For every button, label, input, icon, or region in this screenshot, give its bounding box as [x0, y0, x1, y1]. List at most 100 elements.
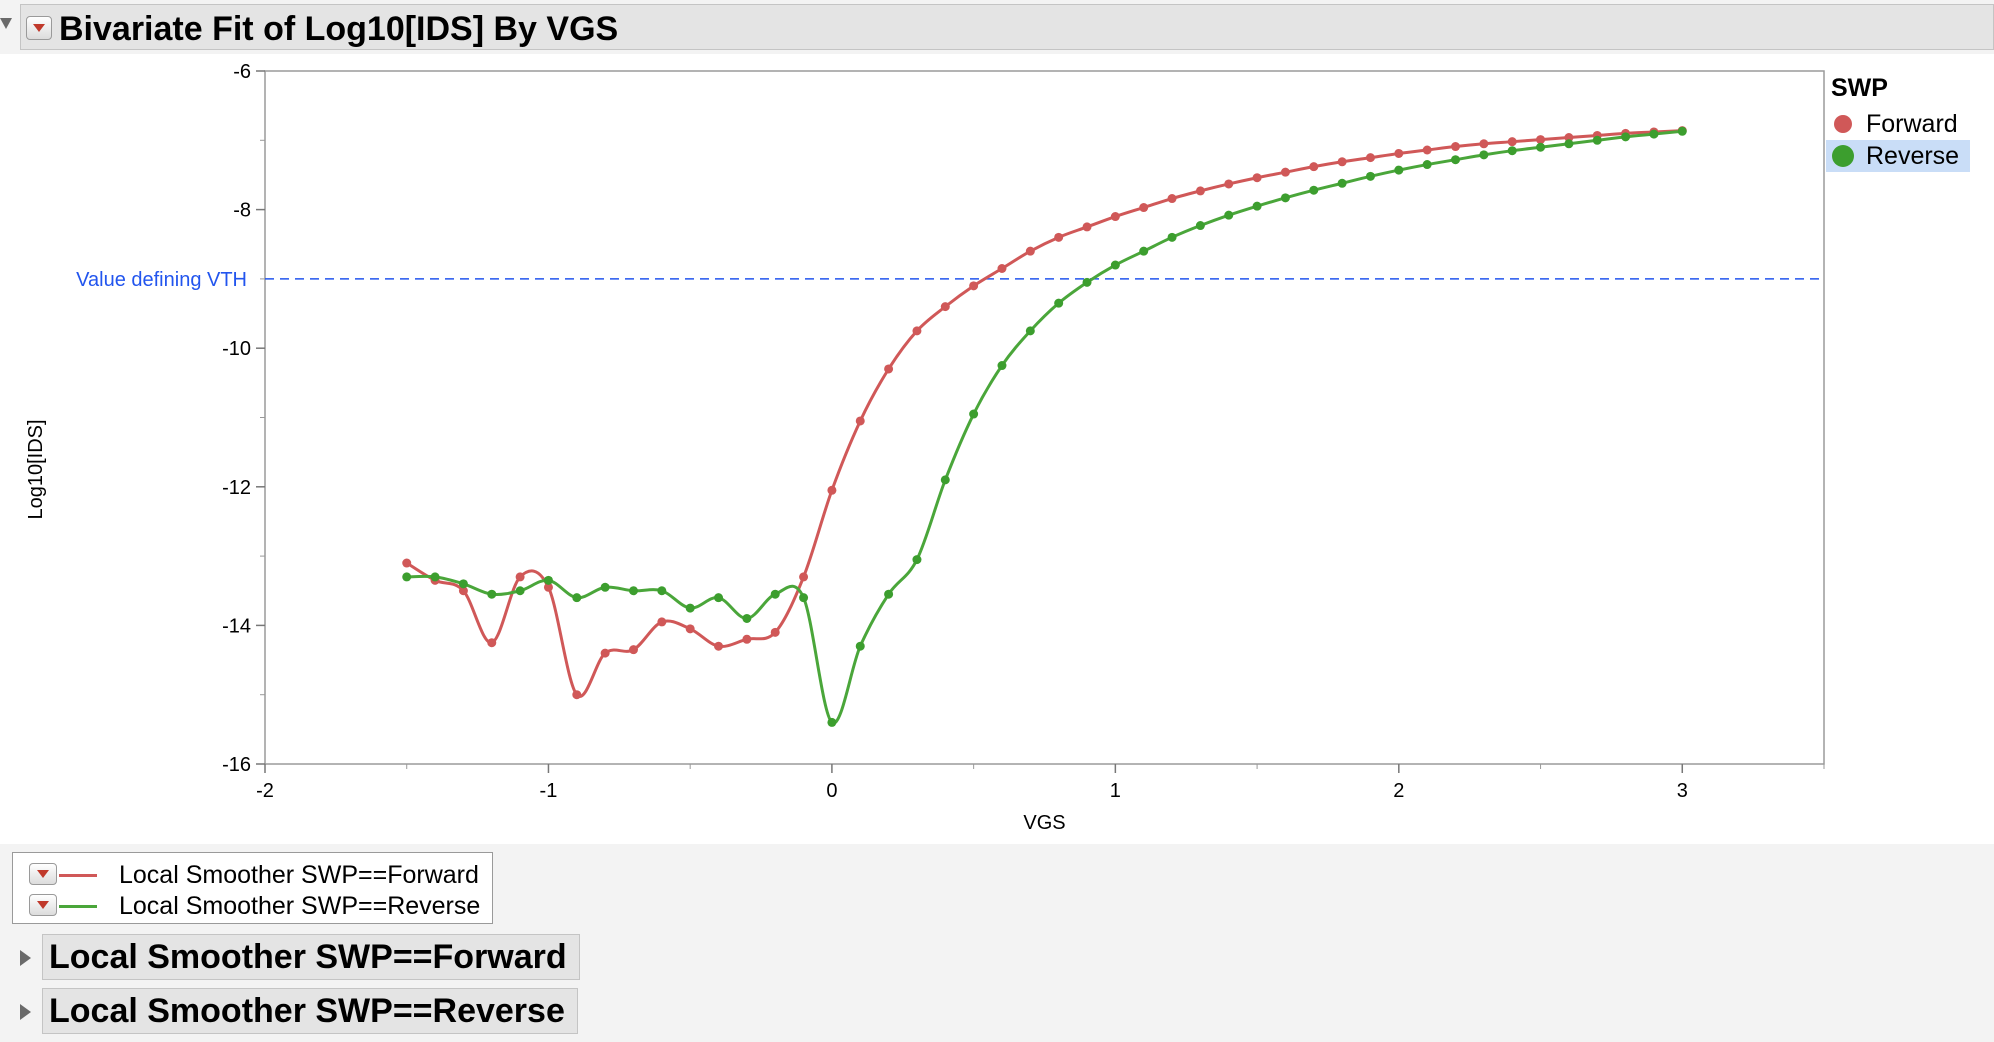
- data-point: [572, 690, 582, 700]
- data-point: [1082, 277, 1092, 287]
- data-point: [1054, 232, 1064, 242]
- data-point: [1507, 137, 1517, 147]
- data-point: [458, 586, 468, 596]
- x-tick-label: 2: [1393, 780, 1404, 802]
- y-tick-label: -12: [222, 477, 251, 499]
- data-point: [1422, 160, 1432, 170]
- data-point: [1309, 185, 1319, 195]
- x-tick-label: -1: [540, 780, 558, 802]
- report-title: Bivariate Fit of Log10[IDS] By VGS: [59, 10, 619, 48]
- data-point: [770, 627, 780, 637]
- data-point: [487, 638, 497, 648]
- fit-legend-row-reverse[interactable]: Local Smoother SWP==Reverse: [27, 891, 487, 921]
- data-point: [685, 603, 695, 613]
- fit-legend: Local Smoother SWP==Forward Local Smooth…: [12, 852, 493, 924]
- data-point: [1224, 179, 1234, 189]
- fit-legend-label: Local Smoother SWP==Reverse: [119, 892, 481, 920]
- data-point: [940, 475, 950, 485]
- data-point: [997, 361, 1007, 371]
- data-point: [1337, 178, 1347, 188]
- data-point: [1139, 246, 1149, 256]
- data-point: [600, 582, 610, 592]
- data-point: [1507, 146, 1517, 156]
- disclosure-triangle-icon[interactable]: [20, 950, 31, 966]
- data-point: [1677, 126, 1687, 136]
- data-point: [827, 485, 837, 495]
- y-axis-label: Log10[IDS]: [25, 419, 47, 519]
- data-point: [770, 589, 780, 599]
- data-point: [1394, 165, 1404, 175]
- y-tick-label: -10: [222, 338, 251, 360]
- data-point: [1224, 210, 1234, 220]
- legend-label: Reverse: [1866, 142, 1960, 170]
- data-point: [1110, 212, 1120, 222]
- data-point: [1309, 162, 1319, 172]
- data-point: [714, 641, 724, 651]
- data-point: [912, 326, 922, 336]
- section-local-smoother-forward[interactable]: Local Smoother SWP==Forward: [0, 934, 640, 982]
- data-point: [1252, 201, 1262, 211]
- data-point: [1536, 135, 1546, 145]
- data-point: [402, 572, 412, 582]
- y-tick-label: -16: [222, 754, 251, 776]
- x-tick-label: 3: [1677, 780, 1688, 802]
- y-tick-label: -14: [222, 615, 251, 637]
- legend-item-reverse[interactable]: Reverse: [1826, 140, 1970, 172]
- data-point: [742, 613, 752, 623]
- fit-legend-row-forward[interactable]: Local Smoother SWP==Forward: [27, 860, 487, 890]
- data-point: [1110, 260, 1120, 270]
- data-point: [1592, 135, 1602, 145]
- legend-label: Forward: [1866, 110, 1958, 138]
- report-header: Bivariate Fit of Log10[IDS] By VGS: [0, 0, 1994, 54]
- disclosure-triangle-icon[interactable]: [20, 1004, 31, 1020]
- section-title[interactable]: Local Smoother SWP==Forward: [42, 934, 580, 980]
- data-point: [430, 572, 440, 582]
- data-point: [1280, 167, 1290, 177]
- data-point: [628, 645, 638, 655]
- data-point: [458, 579, 468, 589]
- y-tick-label: -8: [233, 200, 251, 222]
- legend-marker-icon: [1834, 115, 1852, 133]
- bivariate-chart: -16-14-12-10-8-6-2 -1 0 1 2 3VGSLog10[IDS]Val…: [25, 61, 1825, 834]
- data-point: [515, 586, 525, 596]
- data-point: [1365, 153, 1375, 163]
- data-point: [855, 416, 865, 426]
- data-point: [940, 302, 950, 312]
- red-triangle-menu-icon[interactable]: [29, 894, 57, 916]
- data-point: [402, 558, 412, 568]
- data-point: [1451, 155, 1461, 165]
- fit-legend-label: Local Smoother SWP==Forward: [119, 861, 479, 889]
- data-point: [1337, 157, 1347, 167]
- data-point: [969, 281, 979, 291]
- data-point: [1025, 246, 1035, 256]
- data-point: [1422, 145, 1432, 155]
- report-title-bar: Bivariate Fit of Log10[IDS] By VGS: [20, 4, 1994, 50]
- data-point: [1365, 171, 1375, 181]
- data-point: [543, 575, 553, 585]
- data-point: [742, 634, 752, 644]
- fit-line-swatch: [59, 874, 97, 877]
- x-tick-label: 0: [826, 780, 837, 802]
- data-point: [1082, 222, 1092, 232]
- section-local-smoother-reverse[interactable]: Local Smoother SWP==Reverse: [0, 988, 640, 1036]
- data-point: [572, 593, 582, 603]
- data-point: [1054, 298, 1064, 308]
- red-triangle-menu-icon[interactable]: [26, 16, 52, 40]
- data-point: [799, 572, 809, 582]
- section-title[interactable]: Local Smoother SWP==Reverse: [42, 988, 578, 1034]
- data-point: [1394, 148, 1404, 158]
- red-triangle-menu-icon[interactable]: [29, 863, 57, 885]
- outline-toggle-icon[interactable]: [0, 18, 12, 29]
- data-point: [1195, 186, 1205, 196]
- data-point: [543, 582, 553, 592]
- data-point: [685, 624, 695, 634]
- data-point: [855, 641, 865, 651]
- data-point: [1025, 326, 1035, 336]
- data-point: [1536, 142, 1546, 152]
- data-point: [1564, 139, 1574, 149]
- legend-marker-icon: [1832, 145, 1854, 167]
- x-axis-label: VGS: [1023, 812, 1065, 834]
- legend-item-forward[interactable]: Forward: [1826, 108, 1970, 140]
- x-tick-label: -2: [256, 780, 274, 802]
- data-point: [799, 593, 809, 603]
